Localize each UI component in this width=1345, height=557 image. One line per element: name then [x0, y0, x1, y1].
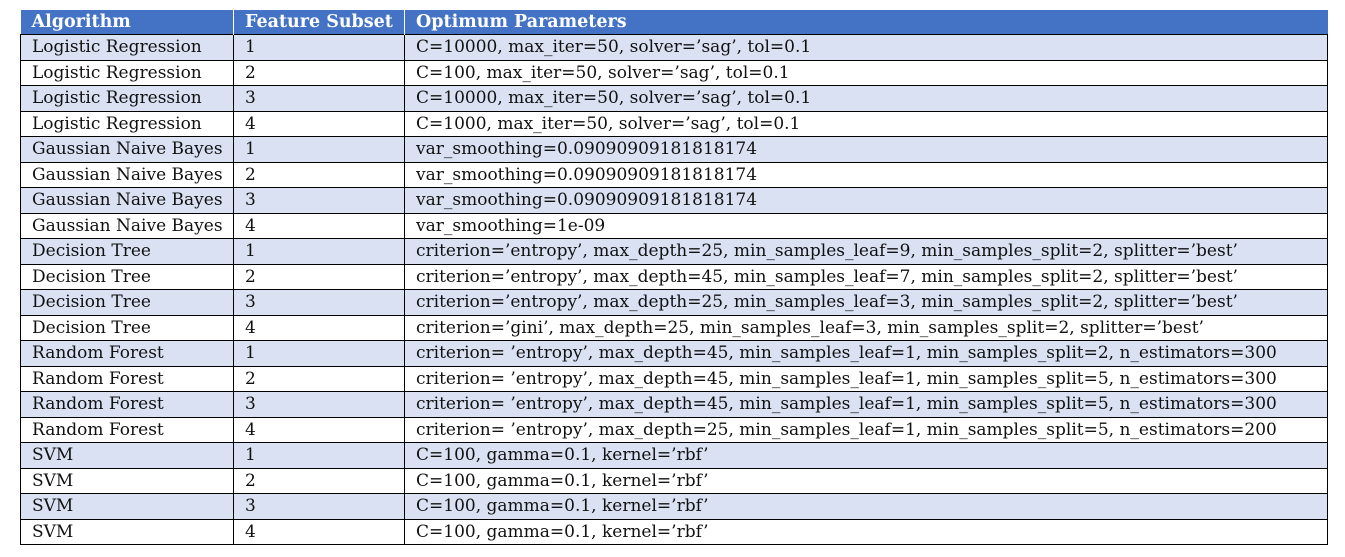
- table-row: Decision Tree 3 criterion=’entropy’, max…: [20, 289, 1328, 316]
- cell-algorithm: SVM: [20, 493, 234, 520]
- cell-feature-subset: 4: [233, 110, 405, 137]
- cell-feature-subset: 3: [233, 85, 405, 112]
- cell-algorithm: Decision Tree: [20, 263, 234, 290]
- cell-feature-subset: 3: [233, 187, 405, 214]
- table-row: SVM 1 C=100, gamma=0.1, kernel=’rbf’: [20, 442, 1328, 469]
- cell-parameters: criterion= ’entropy’, max_depth=45, min_…: [404, 391, 1328, 418]
- table-row: Gaussian Naive Bayes 1 var_smoothing=0.0…: [20, 136, 1328, 163]
- cell-parameters: C=1000, max_iter=50, solver=’sag’, tol=0…: [404, 110, 1328, 137]
- cell-feature-subset: 4: [233, 212, 405, 239]
- cell-parameters: C=100, gamma=0.1, kernel=’rbf’: [404, 493, 1328, 520]
- table-row: Random Forest 2 criterion= ’entropy’, ma…: [20, 365, 1328, 392]
- cell-parameters: criterion= ’entropy’, max_depth=45, min_…: [404, 365, 1328, 392]
- cell-feature-subset: 3: [233, 493, 405, 520]
- cell-parameters: var_smoothing=1e-09: [404, 212, 1328, 239]
- table-row: SVM 4 C=100, gamma=0.1, kernel=’rbf’: [20, 518, 1328, 545]
- cell-algorithm: Gaussian Naive Bayes: [20, 187, 234, 214]
- cell-algorithm: Decision Tree: [20, 289, 234, 316]
- cell-algorithm: Logistic Regression: [20, 59, 234, 86]
- table-row: Random Forest 3 criterion= ’entropy’, ma…: [20, 391, 1328, 418]
- cell-algorithm: Decision Tree: [20, 238, 234, 265]
- table-row: Gaussian Naive Bayes 3 var_smoothing=0.0…: [20, 187, 1328, 214]
- cell-feature-subset: 1: [233, 136, 405, 163]
- cell-algorithm: Random Forest: [20, 416, 234, 443]
- cell-algorithm: Gaussian Naive Bayes: [20, 136, 234, 163]
- cell-feature-subset: 3: [233, 289, 405, 316]
- cell-feature-subset: 4: [233, 416, 405, 443]
- cell-algorithm: Random Forest: [20, 391, 234, 418]
- parameters-table-container: Algorithm Feature Subset Optimum Paramet…: [20, 10, 1328, 545]
- table-row: Logistic Regression 2 C=100, max_iter=50…: [20, 59, 1328, 86]
- table-row: Logistic Regression 3 C=10000, max_iter=…: [20, 85, 1328, 112]
- table-row: Logistic Regression 4 C=1000, max_iter=5…: [20, 110, 1328, 137]
- cell-algorithm: Logistic Regression: [20, 110, 234, 137]
- cell-parameters: C=100, gamma=0.1, kernel=’rbf’: [404, 467, 1328, 494]
- table-row: Gaussian Naive Bayes 4 var_smoothing=1e-…: [20, 212, 1328, 239]
- cell-parameters: var_smoothing=0.09090909181818174: [404, 161, 1328, 188]
- table-row: Decision Tree 2 criterion=’entropy’, max…: [20, 263, 1328, 290]
- cell-parameters: var_smoothing=0.09090909181818174: [404, 136, 1328, 163]
- table-row: Gaussian Naive Bayes 2 var_smoothing=0.0…: [20, 161, 1328, 188]
- cell-parameters: criterion=’gini’, max_depth=25, min_samp…: [404, 314, 1328, 341]
- cell-algorithm: Gaussian Naive Bayes: [20, 212, 234, 239]
- cell-algorithm: Logistic Regression: [20, 85, 234, 112]
- cell-algorithm: SVM: [20, 442, 234, 469]
- cell-parameters: var_smoothing=0.09090909181818174: [404, 187, 1328, 214]
- cell-feature-subset: 4: [233, 314, 405, 341]
- header-algorithm: Algorithm: [20, 10, 234, 35]
- cell-feature-subset: 1: [233, 340, 405, 367]
- table-row: Random Forest 4 criterion= ’entropy’, ma…: [20, 416, 1328, 443]
- cell-parameters: C=100, gamma=0.1, kernel=’rbf’: [404, 518, 1328, 545]
- cell-parameters: C=100, max_iter=50, solver=’sag’, tol=0.…: [404, 59, 1328, 86]
- cell-feature-subset: 1: [233, 34, 405, 61]
- cell-feature-subset: 1: [233, 442, 405, 469]
- cell-parameters: criterion=’entropy’, max_depth=45, min_s…: [404, 263, 1328, 290]
- table-row: SVM 2 C=100, gamma=0.1, kernel=’rbf’: [20, 467, 1328, 494]
- cell-parameters: criterion=’entropy’, max_depth=25, min_s…: [404, 238, 1328, 265]
- cell-feature-subset: 4: [233, 518, 405, 545]
- cell-parameters: C=10000, max_iter=50, solver=’sag’, tol=…: [404, 85, 1328, 112]
- header-row: Algorithm Feature Subset Optimum Paramet…: [20, 10, 1328, 35]
- cell-algorithm: Random Forest: [20, 365, 234, 392]
- cell-feature-subset: 1: [233, 238, 405, 265]
- cell-algorithm: SVM: [20, 467, 234, 494]
- cell-feature-subset: 2: [233, 59, 405, 86]
- cell-feature-subset: 2: [233, 263, 405, 290]
- cell-parameters: criterion= ’entropy’, max_depth=25, min_…: [404, 416, 1328, 443]
- cell-algorithm: Random Forest: [20, 340, 234, 367]
- table-row: Random Forest 1 criterion= ’entropy’, ma…: [20, 340, 1328, 367]
- cell-feature-subset: 3: [233, 391, 405, 418]
- optimum-parameters-table: Algorithm Feature Subset Optimum Paramet…: [20, 10, 1328, 545]
- cell-feature-subset: 2: [233, 161, 405, 188]
- header-feature-subset: Feature Subset: [233, 10, 405, 35]
- cell-algorithm: Gaussian Naive Bayes: [20, 161, 234, 188]
- cell-parameters: C=10000, max_iter=50, solver=’sag’, tol=…: [404, 34, 1328, 61]
- table-row: Decision Tree 1 criterion=’entropy’, max…: [20, 238, 1328, 265]
- table-row: SVM 3 C=100, gamma=0.1, kernel=’rbf’: [20, 493, 1328, 520]
- header-optimum-parameters: Optimum Parameters: [404, 10, 1328, 35]
- cell-parameters: criterion=’entropy’, max_depth=25, min_s…: [404, 289, 1328, 316]
- table-row: Logistic Regression 1 C=10000, max_iter=…: [20, 34, 1328, 61]
- table-body: Logistic Regression 1 C=10000, max_iter=…: [20, 34, 1328, 545]
- table-row: Decision Tree 4 criterion=’gini’, max_de…: [20, 314, 1328, 341]
- cell-parameters: C=100, gamma=0.1, kernel=’rbf’: [404, 442, 1328, 469]
- cell-parameters: criterion= ’entropy’, max_depth=45, min_…: [404, 340, 1328, 367]
- cell-feature-subset: 2: [233, 467, 405, 494]
- cell-algorithm: SVM: [20, 518, 234, 545]
- table-header: Algorithm Feature Subset Optimum Paramet…: [20, 10, 1328, 35]
- cell-algorithm: Decision Tree: [20, 314, 234, 341]
- cell-feature-subset: 2: [233, 365, 405, 392]
- cell-algorithm: Logistic Regression: [20, 34, 234, 61]
